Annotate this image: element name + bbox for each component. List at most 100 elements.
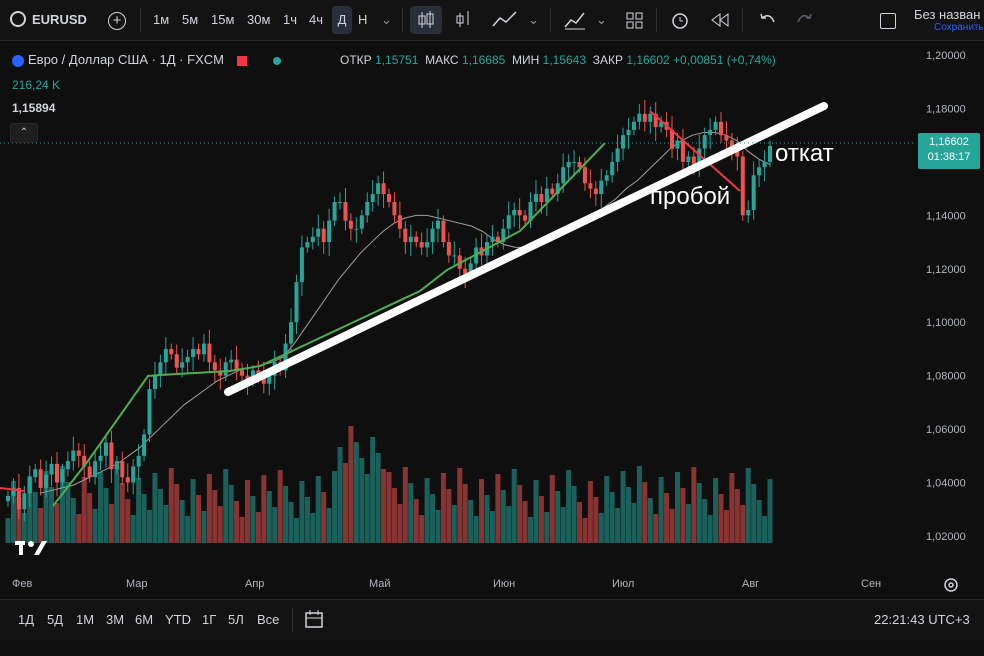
candle-body	[762, 161, 767, 168]
volume-bar	[702, 499, 708, 543]
trendline[interactable]	[224, 102, 828, 396]
candle-body	[174, 354, 179, 368]
annotation-pullback[interactable]: откат	[775, 140, 834, 167]
candle-body	[338, 201, 343, 203]
range-1d[interactable]: 1Д	[18, 612, 35, 627]
indicators-dropdown[interactable]: ⌄	[528, 0, 539, 40]
date-range-button[interactable]	[304, 600, 324, 640]
candle-body	[98, 455, 103, 462]
undo-button[interactable]	[756, 0, 778, 40]
alert-button[interactable]	[668, 0, 694, 40]
volume-bar	[653, 514, 659, 543]
interval-30m[interactable]: 30м	[247, 12, 271, 27]
range-ytd[interactable]: YTD	[165, 612, 191, 627]
candle-body	[11, 487, 16, 496]
chart-type-candles-button[interactable]	[410, 6, 442, 34]
volume-bar	[310, 513, 316, 543]
volume-bar	[293, 518, 299, 543]
interval-1d[interactable]: Д	[332, 6, 352, 34]
candle-body	[267, 375, 272, 384]
volume-bar	[751, 484, 757, 543]
volume-bar	[620, 471, 626, 543]
legend-title[interactable]: Евро / Доллар США · 1Д · FXCM	[28, 52, 224, 67]
time-axis[interactable]	[0, 569, 984, 598]
volume-bar	[718, 494, 724, 543]
volume-bar	[457, 468, 463, 543]
interval-1w[interactable]: Н	[358, 12, 368, 27]
candle-body	[299, 247, 304, 283]
compare-button[interactable]	[562, 0, 588, 40]
zigzag-up-line	[52, 142, 606, 507]
clock-timezone[interactable]: 22:21:43 UTC+3	[874, 612, 970, 627]
range-6m[interactable]: 6М	[135, 612, 154, 627]
volume-bar	[745, 468, 751, 543]
layout-button[interactable]	[624, 0, 646, 40]
volume-bar	[674, 472, 680, 543]
candle-body	[109, 442, 114, 470]
compare-dropdown[interactable]: ⌄	[596, 0, 607, 40]
candle-body	[120, 461, 125, 478]
price-axis[interactable]	[916, 41, 984, 569]
candle-body	[740, 156, 745, 216]
redo-button[interactable]	[794, 0, 816, 40]
range-1y[interactable]: 1Г	[202, 612, 217, 627]
interval-1m[interactable]: 1м	[153, 12, 170, 27]
add-symbol-button[interactable]: +	[108, 0, 126, 40]
candle-body	[142, 434, 147, 456]
candle-body	[626, 129, 631, 136]
interval-5m[interactable]: 5м	[182, 12, 199, 27]
candle-body	[599, 180, 604, 194]
symbol-search[interactable]: EURUSD	[10, 0, 87, 40]
interval-dropdown[interactable]: ⌄	[381, 0, 392, 40]
collapse-legend-button[interactable]: ⌃	[10, 123, 38, 143]
candle-body	[310, 236, 315, 243]
volume-bar	[266, 491, 272, 543]
volume-bar	[408, 483, 414, 543]
range-1m[interactable]: 1М	[76, 612, 95, 627]
candle-body	[610, 161, 615, 176]
zigzag-down-line	[649, 110, 741, 192]
candle-body	[680, 140, 685, 162]
volume-bar	[473, 516, 479, 543]
volume-bar	[528, 517, 534, 543]
interval-1h[interactable]: 1ч	[283, 12, 298, 27]
range-all[interactable]: Все	[257, 612, 280, 627]
candle-body	[71, 450, 76, 462]
layout-menu[interactable]	[880, 0, 896, 40]
high-label: МАКС	[425, 53, 459, 67]
price-chart[interactable]: 1,200001,180001,160001,140001,120001,100…	[0, 41, 984, 598]
candle-body	[16, 487, 21, 510]
volume-bar	[168, 468, 174, 543]
low-label: МИН	[512, 53, 540, 67]
indicators-button[interactable]	[490, 0, 520, 40]
settings-button[interactable]	[942, 576, 960, 599]
candle-body	[27, 477, 32, 494]
candle-body	[414, 236, 419, 243]
volume-bar	[729, 473, 735, 543]
candle-body	[201, 343, 206, 355]
divider	[656, 8, 657, 32]
candles-icon	[418, 11, 434, 28]
candle-body	[533, 193, 538, 202]
volume-bar	[685, 504, 691, 543]
candle-body	[561, 167, 566, 184]
candle-body	[702, 135, 707, 149]
volume-bar	[577, 502, 582, 543]
candle-body	[294, 282, 299, 323]
candle-body	[435, 220, 440, 229]
candle-body	[321, 228, 326, 243]
replay-button[interactable]	[708, 0, 734, 40]
bar-chart-button[interactable]	[452, 0, 476, 40]
range-5y[interactable]: 5Л	[228, 612, 244, 627]
range-5d[interactable]: 5Д	[47, 612, 64, 627]
annotation-breakout[interactable]: пробой	[650, 183, 731, 210]
candle-body	[289, 322, 294, 344]
layout-name[interactable]: Без назван	[914, 7, 981, 22]
candle-body	[751, 175, 756, 210]
interval-4h[interactable]: 4ч	[309, 12, 324, 27]
tradingview-logo[interactable]	[14, 537, 48, 562]
range-3m[interactable]: 3М	[106, 612, 125, 627]
interval-15m[interactable]: 15м	[211, 12, 235, 27]
chart-area[interactable]: 1,200001,180001,160001,140001,120001,100…	[0, 41, 984, 598]
volume-bar	[430, 494, 436, 543]
